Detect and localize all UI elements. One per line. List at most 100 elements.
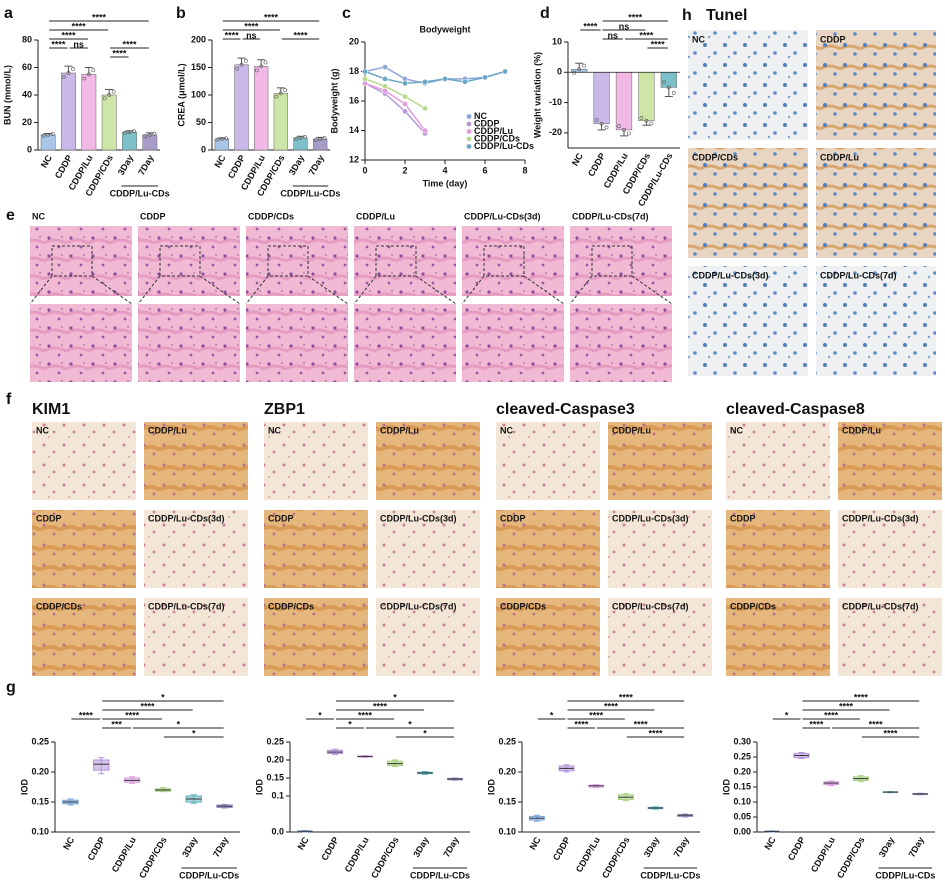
panel-letter: g [6, 679, 16, 696]
x-tick-label: 7Day [672, 835, 691, 859]
significance-label: **** [140, 701, 155, 711]
y-tick-label: 0.10 [498, 826, 516, 836]
significance-label: **** [854, 692, 869, 702]
y-axis-label: IOD [721, 779, 731, 796]
zoom-box [591, 245, 633, 277]
dot [644, 118, 649, 123]
x-tick-label: CDDP [551, 835, 572, 862]
panel-title: cleaved-Caspase3 [496, 401, 635, 418]
micrograph-zoom [30, 304, 132, 382]
error-bar [84, 67, 93, 75]
image-label: CDDP/Lu-CDs(3d) [148, 513, 225, 523]
micrograph [144, 510, 248, 588]
x-tick-label: NC [212, 153, 227, 170]
legend-marker [466, 144, 472, 149]
image-label: NC [692, 34, 705, 44]
point [382, 76, 388, 82]
y-tick-label: 20 [22, 117, 32, 127]
chart-title: Bodyweight [420, 24, 471, 34]
micrograph [838, 510, 942, 588]
y-tick-label: 80 [22, 34, 32, 44]
significance-label: * [785, 710, 789, 720]
x-tick-label: CDDP [53, 153, 74, 180]
point [382, 83, 388, 90]
zoom-line [415, 275, 457, 305]
micrograph [246, 226, 348, 296]
bar [81, 74, 97, 151]
significance-label: **** [125, 710, 140, 720]
bar [615, 71, 633, 131]
x-axis-label: Time (day) [423, 178, 468, 188]
bar [253, 66, 269, 151]
group-label: CDDP/Lu-CDs [280, 188, 340, 198]
significance-label: **** [61, 30, 76, 40]
point [502, 68, 508, 75]
micrograph [816, 30, 936, 140]
image-label: CDDP/CDs [248, 211, 294, 221]
zoom-line [29, 275, 53, 305]
x-tick-label: CDDP/Lu [574, 835, 602, 874]
panel-letter: b [176, 5, 186, 22]
image-label: NC [268, 425, 281, 435]
dot [313, 138, 318, 142]
dot [254, 68, 259, 73]
significance-label: **** [79, 710, 94, 720]
micrograph [264, 422, 368, 500]
legend-label: CDDP/Lu-CDs [474, 141, 534, 151]
y-axis-label: IOD [486, 779, 496, 796]
x-tick-label: 3Day [287, 153, 306, 177]
dot [147, 132, 152, 137]
significance-label: **** [589, 710, 604, 720]
significance-label: **** [604, 701, 619, 711]
micrograph [688, 266, 808, 376]
dot [152, 131, 157, 136]
zoom-line [91, 275, 133, 305]
micrograph [726, 598, 830, 676]
y-tick-label: 0.10 [31, 826, 49, 836]
bar [273, 93, 289, 151]
y-tick-label: 0.05 [733, 811, 751, 821]
y-tick-label: 40 [22, 89, 32, 99]
image-label: CDDP [140, 211, 166, 221]
image-label: NC [730, 425, 743, 435]
micrograph [838, 422, 942, 500]
x-tick-label: CDDP [586, 151, 607, 178]
image-label: CDDP/Lu [148, 425, 187, 435]
significance-label: **** [293, 30, 308, 40]
image-label: CDDP/CDs [36, 601, 82, 611]
micrograph [354, 226, 456, 296]
image-label: CDDP/CDs [730, 601, 776, 611]
image-label: CDDP/Lu [820, 152, 859, 162]
y-tick-label: 0.0 [271, 826, 284, 836]
significance-label: **** [51, 39, 66, 49]
significance-label: * [408, 719, 412, 729]
x-tick-label: 8 [522, 165, 527, 175]
micrograph [816, 266, 936, 376]
y-tick-label: 100 [191, 89, 206, 99]
y-tick-label: 0.00 [733, 826, 751, 836]
y-tick-label: 0 [557, 67, 562, 77]
x-tick-label: CDDP/CDs [600, 835, 632, 880]
significance-label: **** [72, 21, 87, 31]
dot [235, 66, 240, 71]
micrograph [726, 422, 830, 500]
image-label: CDDP/Lu-CDs(3d) [692, 270, 769, 280]
panel-letter: h [682, 7, 692, 24]
bar [61, 72, 76, 151]
dot [274, 94, 279, 99]
dot [143, 134, 148, 139]
image-label: CDDP [820, 34, 846, 44]
dot [577, 67, 582, 72]
image-label: CDDP/Lu [380, 425, 419, 435]
significance-label: ns [619, 21, 630, 31]
significance-label: * [161, 692, 165, 702]
micrograph [144, 422, 248, 500]
micrograph-zoom [246, 304, 348, 382]
x-tick-label: 7Day [441, 835, 460, 859]
significance-label: **** [824, 710, 839, 720]
y-tick-label: 0.1 [271, 790, 284, 800]
x-tick-label: CDDP/Lu [110, 835, 138, 874]
dot [322, 136, 327, 140]
y-tick-label: 0 [201, 144, 206, 154]
micrograph [30, 226, 132, 296]
